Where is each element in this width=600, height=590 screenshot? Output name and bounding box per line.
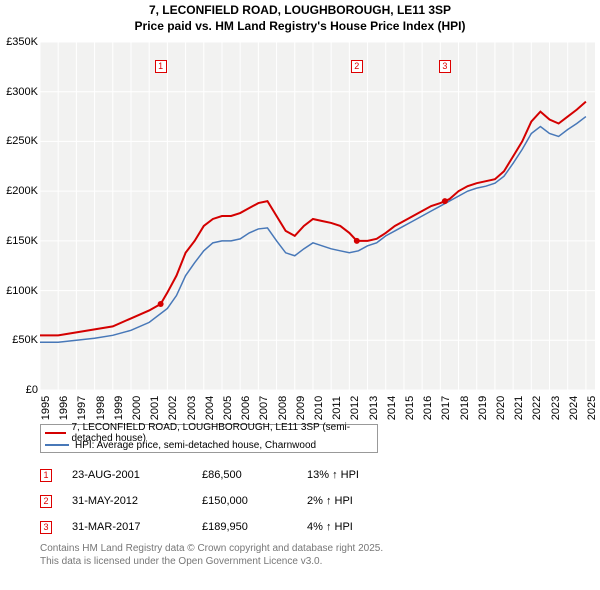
x-axis-label: 2000 [131,396,143,420]
x-axis-label: 2015 [404,396,416,420]
y-axis-label: £300K [0,86,38,98]
y-axis-label: £350K [0,36,38,48]
chart-area: £0£50K£100K£150K£200K£250K£300K£350K1995… [40,42,595,390]
title-block: 7, LECONFIELD ROAD, LOUGHBOROUGH, LE11 3… [0,0,600,34]
event-marker: 1 [40,469,52,482]
x-axis-label: 2004 [204,396,216,420]
x-axis-label: 1995 [40,396,52,420]
legend-text-2: HPI: Average price, semi-detached house,… [75,440,316,451]
chart-marker: 2 [351,60,363,73]
x-axis-label: 1999 [113,396,125,420]
chart-marker: 3 [439,60,451,73]
copyright: Contains HM Land Registry data © Crown c… [40,542,383,568]
x-axis-label: 2006 [240,396,252,420]
legend-swatch-2 [45,444,69,446]
event-marker: 3 [40,521,52,534]
copyright-line-1: Contains HM Land Registry data © Crown c… [40,542,383,555]
x-axis-label: 2009 [295,396,307,420]
event-date: 23-AUG-2001 [72,469,202,481]
x-axis-label: 1998 [95,396,107,420]
event-row: 2 31-MAY-2012£150,0002% ↑ HPI [40,488,427,514]
y-axis-label: £150K [0,235,38,247]
x-axis-label: 2010 [313,396,325,420]
event-row: 1 23-AUG-2001£86,50013% ↑ HPI [40,462,427,488]
y-axis-label: £100K [0,285,38,297]
event-date: 31-MAY-2012 [72,495,202,507]
title-line-1: 7, LECONFIELD ROAD, LOUGHBOROUGH, LE11 3… [0,3,600,19]
x-axis-label: 2003 [186,396,198,420]
x-axis-label: 2007 [258,396,270,420]
event-marker: 2 [40,495,52,508]
title-line-2: Price paid vs. HM Land Registry's House … [0,19,600,35]
event-price: £86,500 [202,469,307,481]
x-axis-label: 2020 [495,396,507,420]
x-axis-label: 1996 [58,396,70,420]
events-table: 1 23-AUG-2001£86,50013% ↑ HPI 2 31-MAY-2012… [40,462,427,540]
chart-marker: 1 [155,60,167,73]
legend-swatch-1 [45,432,66,434]
x-axis-label: 2012 [349,396,361,420]
x-axis-label: 2017 [440,396,452,420]
event-row: 3 31-MAR-2017£189,9504% ↑ HPI [40,514,427,540]
x-axis-label: 2023 [550,396,562,420]
event-price: £189,950 [202,521,307,533]
y-axis-label: £200K [0,185,38,197]
event-price: £150,000 [202,495,307,507]
x-axis-label: 2001 [149,396,161,420]
x-axis-label: 2011 [331,396,343,420]
y-axis-label: £0 [0,384,38,396]
legend-item-1: 7, LECONFIELD ROAD, LOUGHBOROUGH, LE11 3… [45,427,373,439]
y-axis-label: £50K [0,334,38,346]
x-axis-label: 2016 [422,396,434,420]
x-axis-label: 2008 [277,396,289,420]
x-axis-label: 2014 [386,396,398,420]
copyright-line-2: This data is licensed under the Open Gov… [40,555,383,568]
y-axis-label: £250K [0,135,38,147]
x-axis-label: 2013 [368,396,380,420]
x-axis-label: 2021 [513,396,525,420]
x-axis-label: 2005 [222,396,234,420]
x-axis-label: 2022 [531,396,543,420]
event-date: 31-MAR-2017 [72,521,202,533]
event-delta: 2% ↑ HPI [307,495,427,507]
x-axis-label: 1997 [76,396,88,420]
event-delta: 13% ↑ HPI [307,469,427,481]
x-axis-label: 2019 [477,396,489,420]
x-axis-label: 2024 [568,396,580,420]
chart-svg [40,42,595,390]
x-axis-label: 2025 [586,396,598,420]
chart-container: 7, LECONFIELD ROAD, LOUGHBOROUGH, LE11 3… [0,0,600,590]
x-axis-label: 2002 [167,396,179,420]
event-delta: 4% ↑ HPI [307,521,427,533]
x-axis-label: 2018 [459,396,471,420]
legend: 7, LECONFIELD ROAD, LOUGHBOROUGH, LE11 3… [40,424,378,453]
